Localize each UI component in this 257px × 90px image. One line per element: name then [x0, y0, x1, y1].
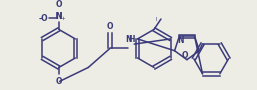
Text: O: O: [182, 51, 188, 60]
Text: +: +: [61, 16, 66, 21]
Text: O: O: [107, 22, 113, 31]
Text: O: O: [56, 77, 62, 86]
Text: I: I: [156, 17, 158, 22]
Text: O: O: [56, 0, 62, 9]
Text: N: N: [126, 35, 132, 44]
Text: -O: -O: [38, 14, 48, 23]
Text: N: N: [177, 36, 183, 45]
Text: H: H: [128, 35, 135, 44]
Text: N: N: [56, 12, 62, 21]
